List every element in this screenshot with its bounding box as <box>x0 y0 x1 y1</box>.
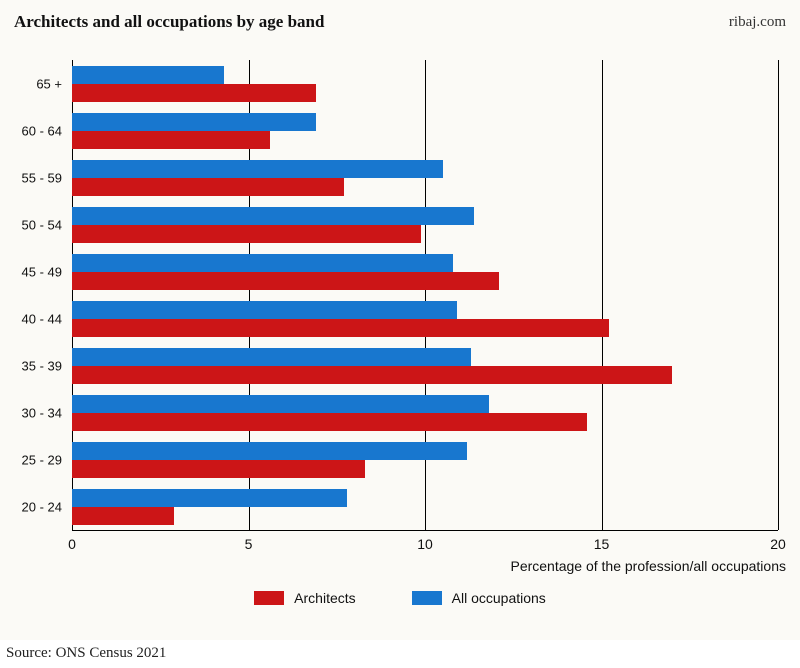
bar <box>72 131 270 149</box>
bar <box>72 301 457 319</box>
bar <box>72 489 347 507</box>
bar <box>72 395 489 413</box>
source-note: Source: ONS Census 2021 <box>6 645 166 662</box>
bar <box>72 348 471 366</box>
x-tick-label: 10 <box>417 536 433 552</box>
bar <box>72 460 365 478</box>
category-label: 50 - 54 <box>22 217 72 232</box>
category-label: 20 - 24 <box>22 499 72 514</box>
legend-swatch <box>254 591 284 605</box>
bar <box>72 160 443 178</box>
bar <box>72 66 224 84</box>
x-tick-label: 5 <box>245 536 253 552</box>
attribution: ribaj.com <box>729 14 786 31</box>
bar <box>72 507 174 525</box>
bar <box>72 442 467 460</box>
plot-area: 0510152065 +60 - 6455 - 5950 - 5445 - 49… <box>72 60 778 530</box>
x-tick-label: 15 <box>594 536 610 552</box>
legend-item: Architects <box>254 590 355 606</box>
legend-item: All occupations <box>412 590 546 606</box>
gridline <box>778 60 779 530</box>
legend: Architects All occupations <box>0 590 800 608</box>
legend-label: Architects <box>294 590 355 606</box>
x-axis-label: Percentage of the profession/all occupat… <box>510 558 786 574</box>
gridline <box>425 60 426 530</box>
category-label: 55 - 59 <box>22 170 72 185</box>
chart-title: Architects and all occupations by age ba… <box>14 12 324 32</box>
category-label: 30 - 34 <box>22 405 72 420</box>
bar <box>72 254 453 272</box>
category-label: 35 - 39 <box>22 358 72 373</box>
bar <box>72 413 587 431</box>
category-label: 40 - 44 <box>22 311 72 326</box>
category-label: 45 - 49 <box>22 264 72 279</box>
category-label: 60 - 64 <box>22 123 72 138</box>
legend-label: All occupations <box>452 590 546 606</box>
category-label: 25 - 29 <box>22 452 72 467</box>
chart-container: Architects and all occupations by age ba… <box>0 0 800 640</box>
bar <box>72 366 672 384</box>
x-tick-label: 20 <box>770 536 786 552</box>
bar <box>72 178 344 196</box>
bar <box>72 272 499 290</box>
legend-swatch <box>412 591 442 605</box>
bar <box>72 225 421 243</box>
category-label: 65 + <box>36 76 72 91</box>
bar <box>72 207 474 225</box>
bar <box>72 319 609 337</box>
gridline <box>602 60 603 530</box>
x-tick-label: 0 <box>68 536 76 552</box>
bar <box>72 113 316 131</box>
bar <box>72 84 316 102</box>
x-axis <box>72 530 778 531</box>
